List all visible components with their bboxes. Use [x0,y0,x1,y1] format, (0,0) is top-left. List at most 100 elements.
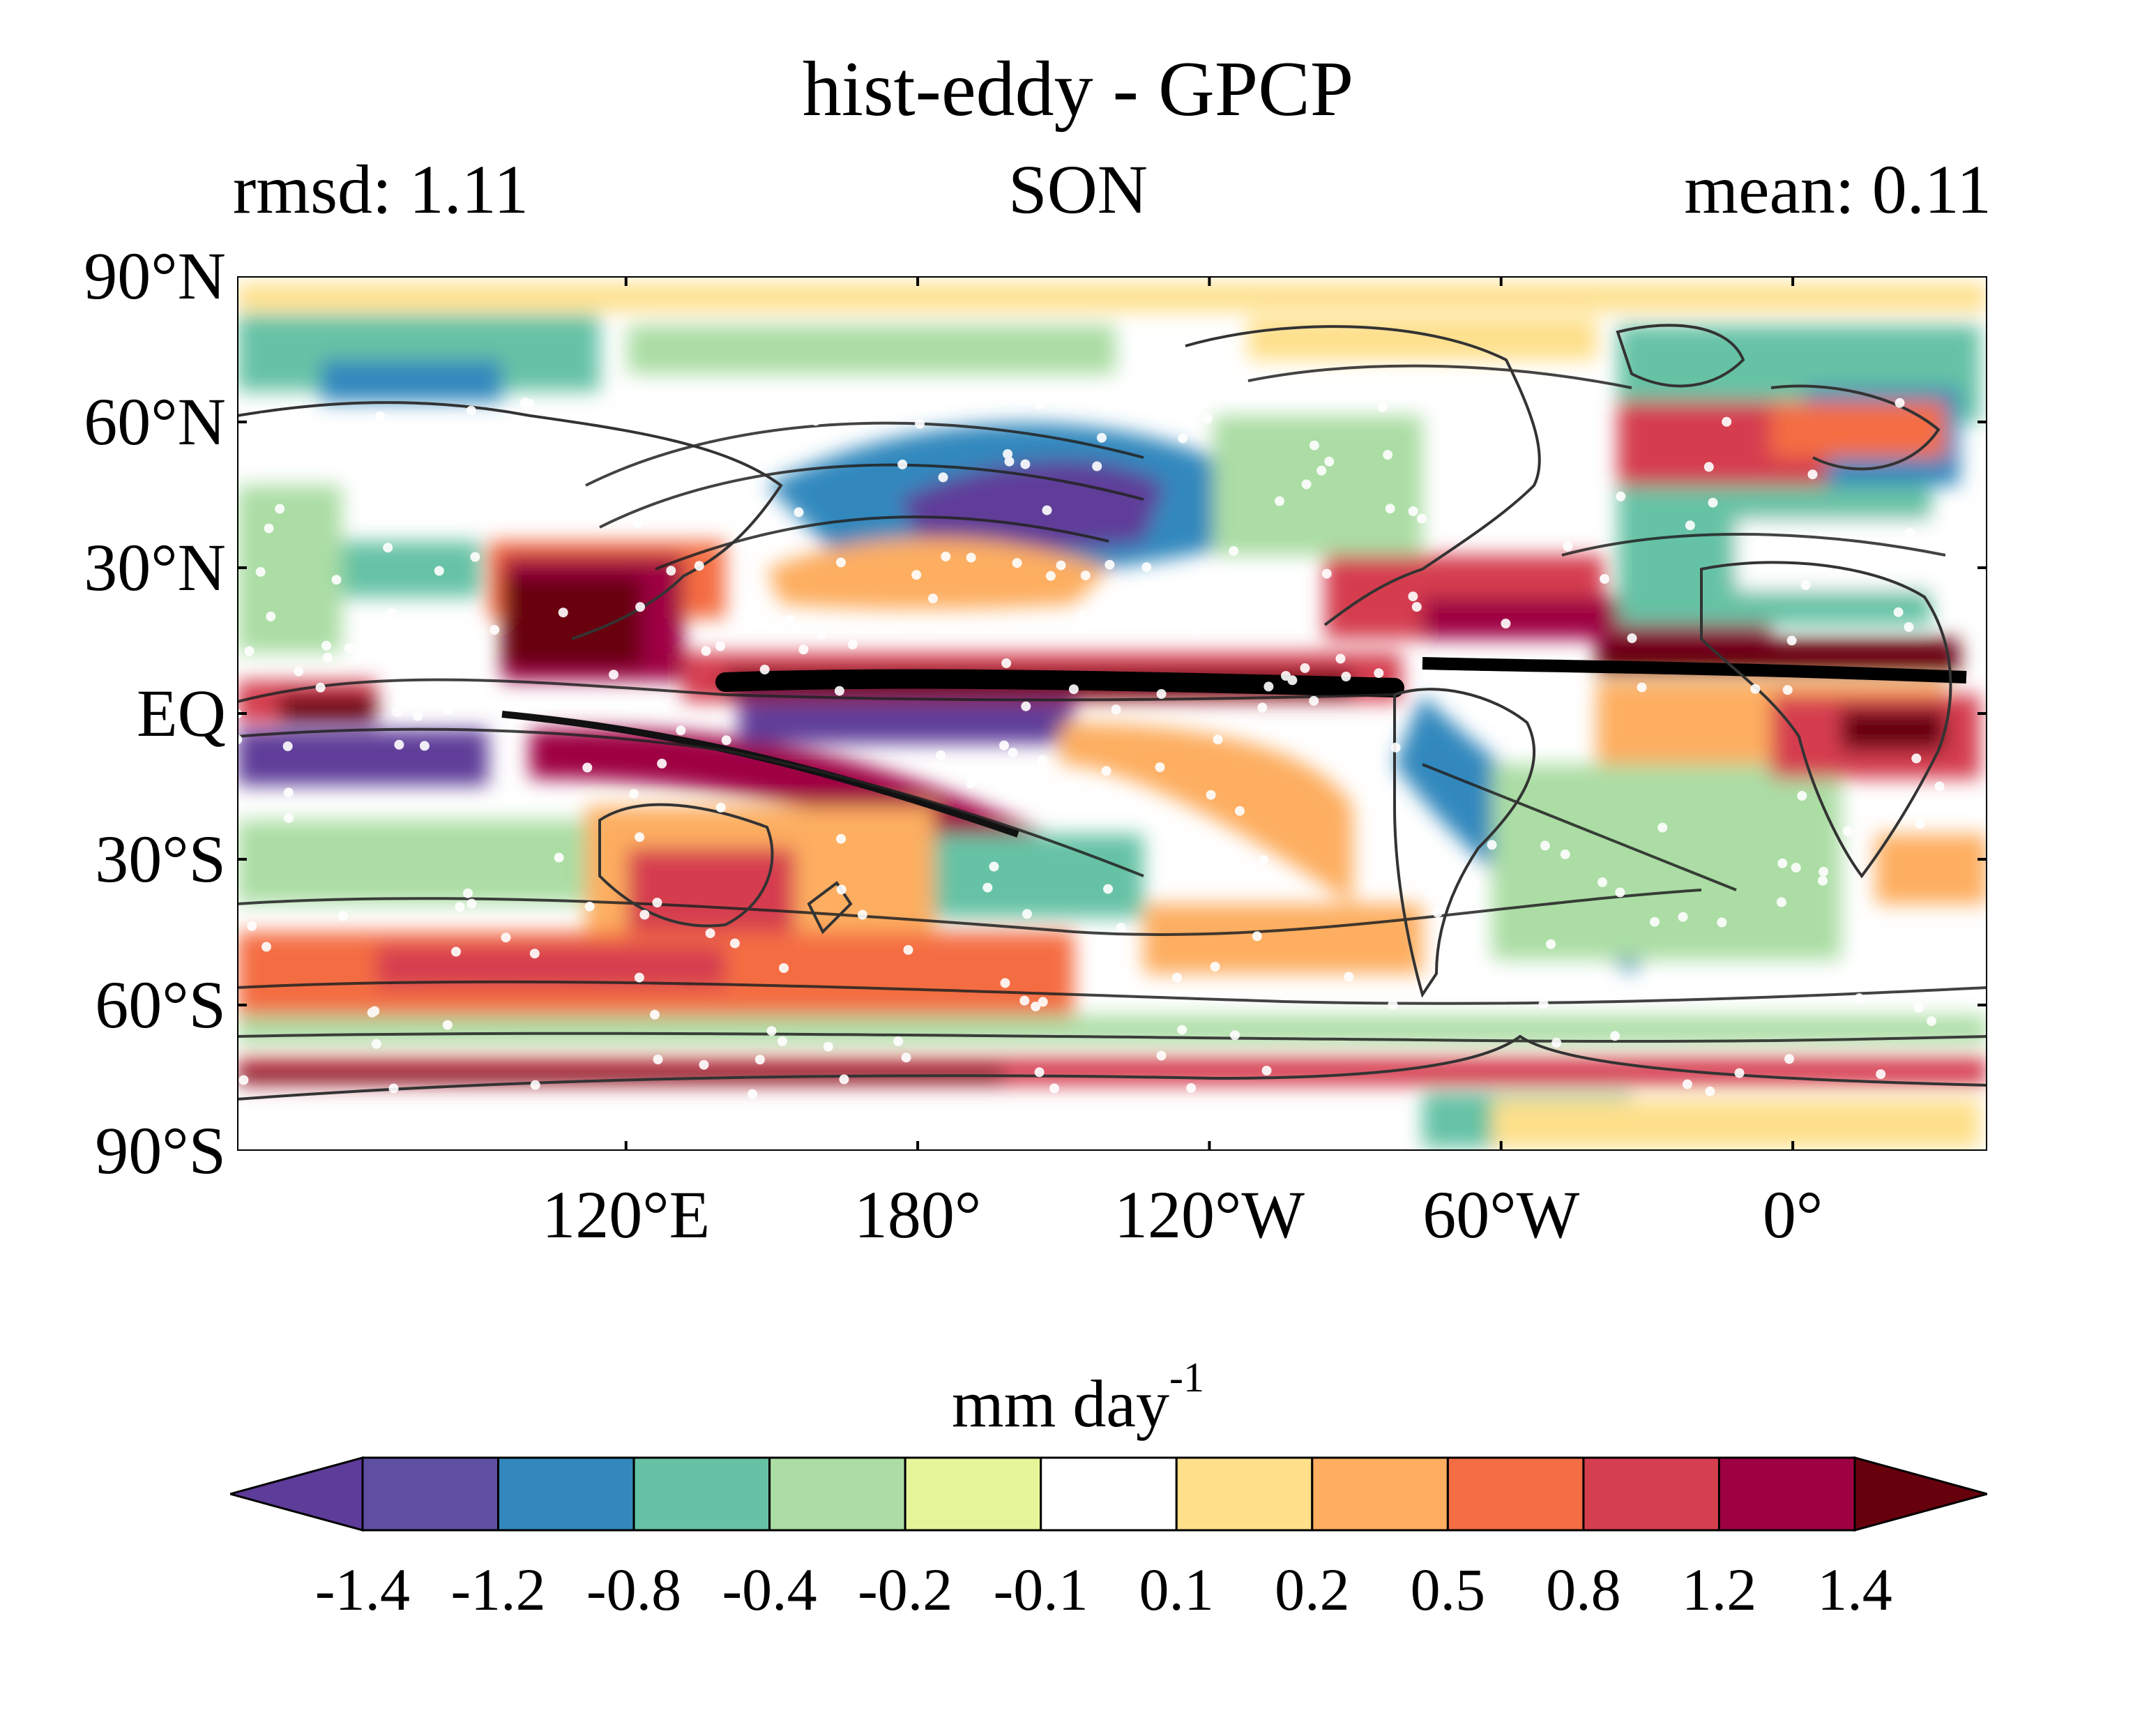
colorbar-segment [497,1456,635,1532]
stipple-dot [1341,672,1351,681]
stipple-dot [635,602,646,612]
lon-tick-label: 0° [1762,1177,1823,1252]
stipple-dot [1637,682,1647,693]
stipple-dot [1911,753,1922,764]
stipple-dot [1344,972,1354,982]
stipple-dot [388,1083,399,1094]
stipple-dot [1178,433,1188,444]
stipple-dot [1309,440,1319,451]
colorbar-segment [632,1456,771,1532]
stipple-dot [371,1039,381,1049]
stipple-dot [747,1089,758,1099]
stipple-dot [1786,635,1797,646]
stipple-dot [1784,1054,1794,1064]
stipple-dot [375,411,386,421]
stipple-dot [1501,619,1511,628]
stipple-dot [1685,520,1695,531]
stipple-dot [1934,781,1945,792]
stipple-dot [798,644,809,655]
climatology-contours [237,364,1987,1043]
stipple-dot [721,735,731,746]
stipple-dot [779,963,789,973]
stipple-dot [1210,962,1220,972]
stipple-dot [1514,738,1524,748]
stipple-dot [699,1059,709,1070]
stipple-dot [386,608,397,619]
stipple-dot [1301,479,1312,490]
stipple-dot [1408,506,1418,516]
stipple-dot [1281,671,1291,681]
stipple-dot [632,518,643,529]
stipple-dot [629,789,639,799]
stipple-dot [1190,626,1200,636]
stipple-dot [322,652,333,663]
stipple-dot [650,1009,660,1020]
stipple-dot [1177,1025,1187,1035]
stipple-dot [451,946,461,957]
stipple-dot [255,566,266,577]
stipple-dot [1229,546,1239,557]
stipple-dot [823,1041,833,1052]
stipple-dot [1034,1067,1045,1078]
stipple-dot [1797,791,1807,801]
stipple-dot [1008,748,1018,758]
stipple-dot [609,670,618,680]
stipple-dot [1021,701,1031,711]
stipple-dot [836,884,847,895]
stipple-dot [1141,562,1152,573]
stipple-dot [530,1080,540,1090]
lon-tick-label: 120°W [1114,1177,1305,1252]
stipple-dot [729,938,740,949]
stipple-dot [377,444,387,454]
stipple-dot [903,945,913,955]
stipple-dot [794,507,804,518]
stipple-dot [489,625,500,635]
axis-ticks [237,276,1987,1151]
stipple-dot [466,898,477,909]
stipple-dot [446,622,456,633]
stipple-dot [1008,778,1018,788]
stipple-dot [1383,450,1393,460]
stipple-dot [1557,443,1567,453]
anomaly-field-layer [237,283,1987,1148]
stipple-dot [392,707,402,717]
stipple-dot [1335,654,1346,664]
stipple-dot [1777,858,1788,868]
colorbar-unit: mm day-1 [0,1357,2156,1437]
stipple-dot [666,566,676,576]
stipple-dot [1546,939,1556,949]
stipple-dot [1390,742,1401,753]
stipple-dot [1001,658,1012,668]
lon-tick-label: 60°W [1422,1177,1580,1252]
lat-tick-label: 30°N [84,530,226,605]
stipple-dot [1560,849,1570,859]
stipple-dot [1261,1066,1272,1075]
stipple-dot [1915,819,1925,829]
stipple-dot [1171,590,1182,601]
stipple-dot [915,418,925,429]
stipple-dot [1807,469,1818,480]
stipple-dot [635,832,645,843]
stipple-dot [1895,398,1905,408]
stipple-dot [442,1020,453,1030]
rmsd-label: rmsd: 1.11 [233,151,529,228]
stipple-dot [1876,1069,1886,1080]
stipple-dot [321,640,331,651]
stipple-dot [938,472,948,483]
stipple-dot [1037,755,1047,765]
colorbar-tick-label: 1.2 [1681,1556,1757,1623]
stipple-dot [1031,1002,1041,1012]
stipple-dot [1234,806,1245,816]
stipple-dot [1424,845,1434,855]
stipple-dot [1705,1086,1715,1096]
stipple-dot [455,902,465,912]
stipple-dot [1042,505,1052,515]
stipple-dot [1260,722,1270,732]
stipple-dot [1324,456,1335,467]
stipple-dot [816,629,826,640]
stipple-dot [470,552,480,562]
stipple-dot [1104,559,1115,570]
stipple-dot [784,614,795,625]
colorbar-tick-label: -0.1 [993,1556,1088,1623]
stipple-dot [1572,455,1583,465]
